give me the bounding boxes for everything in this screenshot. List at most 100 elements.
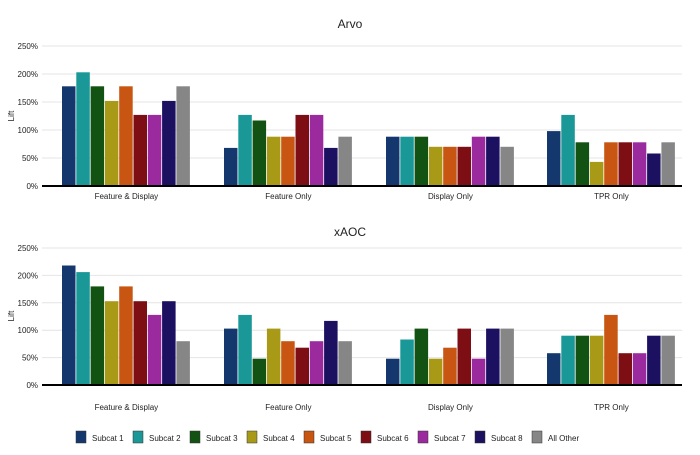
- legend-label: Subcat 3: [206, 434, 238, 443]
- bar-feature-only-subcat-1: [224, 328, 238, 385]
- x-tick-label: Display Only: [428, 403, 473, 412]
- bar-tpr-only-subcat-4: [589, 335, 604, 385]
- bar-display-only-subcat-2: [400, 136, 414, 186]
- legend-label: Subcat 5: [320, 434, 352, 443]
- x-tick-label: TPR Only: [594, 403, 629, 412]
- bar-display-only-subcat-7: [471, 358, 486, 385]
- bar-feature-only-subcat-3: [252, 358, 267, 385]
- bar-feature-display-subcat-6: [133, 114, 147, 186]
- bar-feature-display-subcat-2: [76, 272, 90, 385]
- bar-display-only-subcat-3: [414, 136, 429, 186]
- bar-display-only-subcat-8: [486, 328, 500, 385]
- legend-label: All Other: [548, 434, 579, 443]
- bar-display-only-subcat-6: [457, 328, 471, 385]
- legend-label: Subcat 4: [263, 434, 295, 443]
- bar-feature-display-subcat-6: [133, 301, 147, 385]
- bar-feature-display-subcat-3: [90, 86, 105, 186]
- bar-feature-display-subcat-7: [147, 114, 162, 186]
- bar-tpr-only-subcat-4: [589, 161, 604, 186]
- bar-tpr-only-subcat-3: [575, 142, 590, 186]
- legend-swatch: [417, 430, 429, 444]
- x-tick-label: Feature & Display: [95, 192, 159, 201]
- bar-tpr-only-subcat-1: [547, 131, 561, 186]
- bar-tpr-only-all-other: [661, 142, 675, 186]
- legend-label: Subcat 6: [377, 434, 409, 443]
- bar-feature-display-subcat-4: [104, 100, 119, 186]
- legend-label: Subcat 7: [434, 434, 466, 443]
- bar-display-only-all-other: [500, 146, 514, 186]
- y-tick-label: 200%: [18, 70, 38, 79]
- y-tick-label: 0%: [26, 182, 38, 191]
- bar-feature-only-all-other: [338, 136, 352, 186]
- y-tick-label: 250%: [18, 42, 38, 51]
- legend-swatch: [303, 430, 315, 444]
- bar-feature-only-subcat-8: [324, 320, 338, 385]
- legend-swatch: [132, 430, 144, 444]
- x-tick-label: TPR Only: [594, 192, 629, 201]
- y-tick-label: 0%: [26, 381, 38, 390]
- bar-feature-only-subcat-1: [224, 147, 238, 186]
- y-tick-label: 150%: [18, 299, 38, 308]
- x-tick-label: Feature Only: [265, 192, 311, 201]
- bar-tpr-only-subcat-1: [547, 353, 561, 385]
- bar-tpr-only-subcat-2: [561, 335, 575, 385]
- legend-swatch: [189, 430, 201, 444]
- y-tick-label: 150%: [18, 98, 38, 107]
- bar-feature-only-subcat-5: [281, 341, 295, 385]
- bar-feature-only-subcat-7: [309, 114, 324, 186]
- legend-label: Subcat 8: [491, 434, 523, 443]
- bar-feature-only-subcat-4: [266, 328, 281, 385]
- bar-tpr-only-subcat-6: [618, 353, 632, 385]
- bar-display-only-subcat-7: [471, 136, 486, 186]
- bar-tpr-only-subcat-8: [647, 335, 661, 385]
- bar-tpr-only-subcat-7: [632, 353, 647, 385]
- bar-feature-display-subcat-2: [76, 72, 90, 186]
- x-tick-label: Display Only: [428, 192, 473, 201]
- legend-swatch: [75, 430, 87, 444]
- x-tick-label: Feature Only: [265, 403, 311, 412]
- bar-display-only-subcat-5: [443, 347, 457, 385]
- bar-display-only-subcat-5: [443, 146, 457, 186]
- bar-tpr-only-subcat-8: [647, 153, 661, 186]
- legend-swatch: [531, 430, 543, 444]
- bar-tpr-only-subcat-3: [575, 335, 590, 385]
- bar-feature-only-subcat-7: [309, 341, 324, 385]
- chart-title: Arvo: [338, 17, 363, 31]
- bar-display-only-subcat-4: [428, 358, 443, 385]
- y-tick-label: 250%: [18, 244, 38, 253]
- bar-feature-display-subcat-8: [162, 100, 176, 186]
- bar-display-only-subcat-4: [428, 146, 443, 186]
- bar-feature-only-subcat-8: [324, 147, 338, 186]
- legend-label: Subcat 2: [149, 434, 181, 443]
- y-tick-label: 100%: [18, 326, 38, 335]
- bar-display-only-subcat-3: [414, 328, 429, 385]
- bar-feature-display-subcat-3: [90, 286, 105, 385]
- y-tick-label: 100%: [18, 126, 38, 135]
- bar-feature-display-subcat-5: [119, 286, 133, 385]
- x-tick-label: Feature & Display: [95, 403, 159, 412]
- bar-feature-only-subcat-4: [266, 136, 281, 186]
- chart-panel-1: Arvo Lift 0% 50% 100% 150% 200% 250% Feature & D…: [7, 17, 682, 201]
- bar-display-only-subcat-6: [457, 146, 471, 186]
- bar-display-only-subcat-1: [386, 136, 400, 186]
- bar-tpr-only-subcat-6: [618, 142, 632, 186]
- bar-feature-display-subcat-7: [147, 314, 162, 385]
- bar-feature-only-subcat-2: [238, 114, 252, 186]
- bar-feature-only-subcat-2: [238, 314, 252, 385]
- bar-feature-only-subcat-6: [295, 114, 309, 186]
- y-tick-label: 50%: [22, 154, 38, 163]
- bar-display-only-all-other: [500, 328, 514, 385]
- y-tick-label: 50%: [22, 354, 38, 363]
- bar-feature-display-all-other: [176, 341, 190, 385]
- bar-tpr-only-subcat-5: [604, 142, 618, 186]
- bar-feature-only-subcat-5: [281, 136, 295, 186]
- bar-feature-display-subcat-5: [119, 86, 133, 186]
- bar-feature-only-all-other: [338, 341, 352, 385]
- bar-feature-only-subcat-3: [252, 120, 267, 186]
- bar-feature-display-all-other: [176, 86, 190, 186]
- chart-title: xAOC: [334, 225, 366, 239]
- y-axis-label: Lift: [7, 110, 16, 121]
- legend-label: Subcat 1: [92, 434, 124, 443]
